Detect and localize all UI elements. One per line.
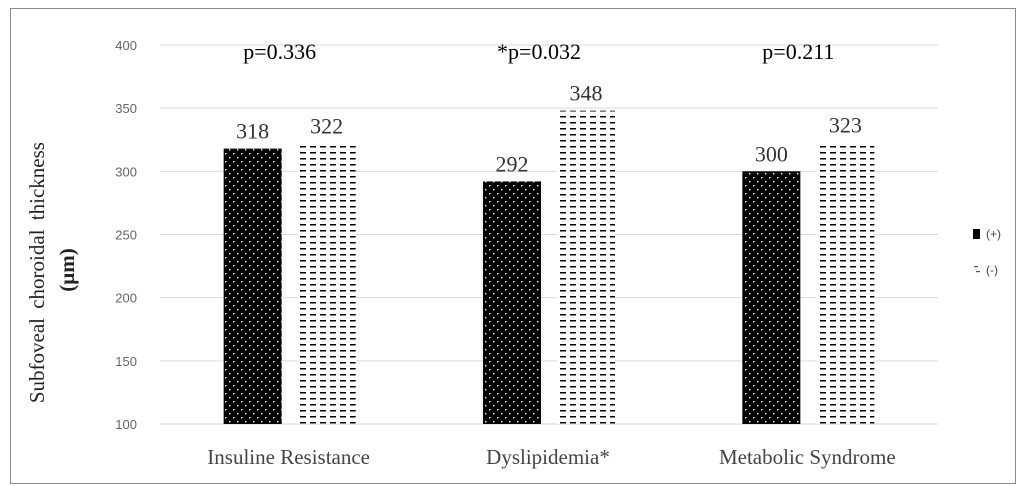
- p-value-label: p=0.336: [243, 39, 316, 64]
- legend-label-positive: (+): [986, 227, 1001, 241]
- data-label: 292: [496, 151, 529, 176]
- bar-positive: [483, 181, 541, 424]
- legend-label-negative: (-): [986, 263, 998, 277]
- data-labels: 318 322 292 348 300 323: [236, 81, 862, 177]
- bar-positive: [223, 148, 282, 425]
- bar-negative: [297, 143, 356, 425]
- category-label: Dyslipidemia*: [486, 445, 610, 469]
- y-tick-label: 400: [115, 38, 137, 53]
- y-tick-label: 150: [115, 354, 137, 369]
- y-tick-label: 350: [115, 101, 137, 116]
- p-value-label: *p=0.032: [497, 39, 581, 64]
- bars: [223, 110, 875, 425]
- legend: (+) (-): [973, 227, 1001, 277]
- category-label: Insuline Resistance: [207, 445, 370, 469]
- bar-negative: [557, 110, 615, 425]
- y-tick-label: 300: [115, 164, 137, 179]
- y-axis-title: Subfoveal choroidal thickness (μm): [25, 137, 79, 403]
- data-label: 300: [755, 141, 788, 166]
- bar-negative: [816, 142, 875, 424]
- x-axis-categories: Insuline Resistance Dyslipidemia* Metaboli…: [207, 445, 895, 469]
- legend-swatch-negative: [974, 266, 980, 273]
- y-tick-label: 100: [115, 417, 137, 432]
- legend-swatch-positive: [973, 229, 980, 239]
- data-label: 322: [310, 114, 343, 139]
- data-label: 323: [829, 112, 862, 137]
- y-axis-ticks: 100 150 200 250 300 350 400: [115, 38, 137, 432]
- p-value-label: p=0.211: [762, 39, 834, 64]
- y-axis-title-line1: Subfoveal choroidal thickness: [25, 142, 49, 403]
- data-label: 348: [570, 81, 603, 106]
- y-tick-label: 200: [115, 291, 137, 306]
- data-label: 318: [236, 119, 269, 144]
- gridlines: [160, 44, 938, 425]
- y-axis-title-line2: (μm): [55, 248, 79, 291]
- bar-positive: [742, 171, 801, 424]
- category-label: Metabolic Syndrome: [719, 445, 896, 469]
- p-value-labels: p=0.336 *p=0.032 p=0.211: [243, 39, 834, 64]
- y-tick-label: 250: [115, 228, 137, 243]
